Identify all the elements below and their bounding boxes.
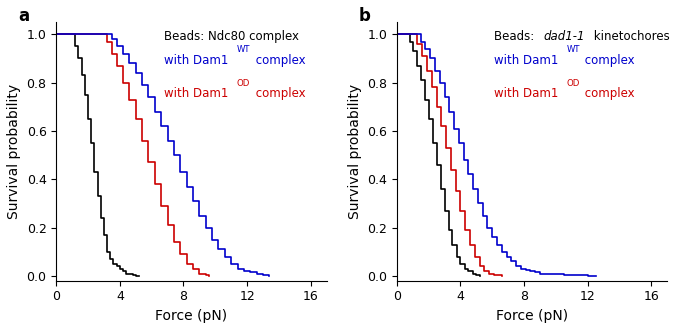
X-axis label: Force (pN): Force (pN): [496, 309, 568, 323]
Text: complex: complex: [251, 87, 306, 100]
X-axis label: Force (pN): Force (pN): [155, 309, 227, 323]
Text: b: b: [359, 7, 371, 25]
Text: Beads:: Beads:: [494, 30, 538, 43]
Text: complex: complex: [582, 87, 635, 100]
Text: kinetochores: kinetochores: [590, 30, 670, 43]
Text: complex: complex: [251, 53, 306, 67]
Text: with Dam1: with Dam1: [494, 53, 558, 67]
Text: with Dam1: with Dam1: [164, 53, 229, 67]
Text: Beads: Ndc80 complex: Beads: Ndc80 complex: [164, 30, 299, 43]
Y-axis label: Survival probability: Survival probability: [7, 84, 21, 219]
Text: dad1-1: dad1-1: [543, 30, 585, 43]
Y-axis label: Survival probability: Survival probability: [347, 84, 362, 219]
Text: complex: complex: [582, 53, 635, 67]
Text: OD: OD: [566, 79, 580, 87]
Text: a: a: [18, 7, 29, 25]
Text: WT: WT: [236, 45, 250, 54]
Text: with Dam1: with Dam1: [494, 87, 558, 100]
Text: WT: WT: [566, 45, 580, 54]
Text: OD: OD: [236, 79, 250, 87]
Text: with Dam1: with Dam1: [164, 87, 229, 100]
